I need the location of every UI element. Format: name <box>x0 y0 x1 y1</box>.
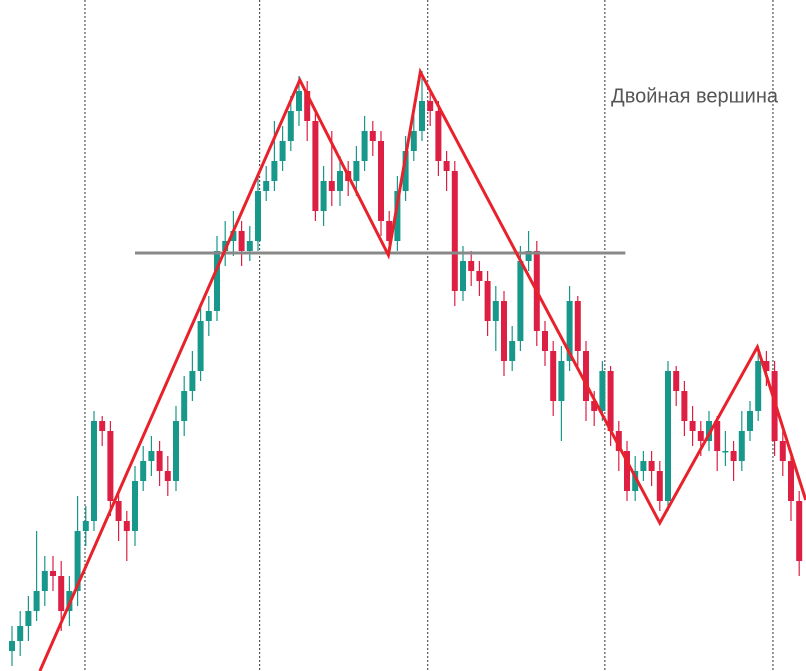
candle-body <box>115 501 122 521</box>
candle-body <box>640 461 647 471</box>
candle-body <box>664 371 671 501</box>
candle-body <box>796 501 803 561</box>
candle-body <box>615 431 622 451</box>
candle-body <box>82 521 89 531</box>
candle-body <box>468 261 475 271</box>
candle-body <box>714 421 721 451</box>
candle-body <box>254 191 261 241</box>
candle-body <box>500 301 507 361</box>
candle-body <box>287 111 294 141</box>
candle-body <box>738 431 745 461</box>
candle-body <box>755 361 762 411</box>
candle-body <box>25 611 32 626</box>
candle-body <box>99 421 106 431</box>
candle-body <box>582 351 589 401</box>
candle-body <box>550 351 557 401</box>
candle-body <box>435 111 442 161</box>
candle-body <box>90 421 97 521</box>
candle-body <box>8 641 15 651</box>
candle-body <box>172 421 179 481</box>
candle-body <box>517 261 524 341</box>
candle-body <box>574 301 581 351</box>
candle-body <box>541 331 548 351</box>
candle-body <box>484 281 491 321</box>
candle-body <box>591 401 598 411</box>
candle-body <box>632 471 639 491</box>
candle-body <box>779 441 786 461</box>
candle-body <box>369 131 376 141</box>
candle-body <box>787 461 794 501</box>
candle-body <box>304 91 311 121</box>
candle-body <box>123 521 130 531</box>
candle-body <box>361 131 368 161</box>
candle-body <box>246 241 253 251</box>
candle-body <box>443 161 450 171</box>
candle-body <box>41 571 48 591</box>
candle-body <box>197 321 204 371</box>
candle-body <box>312 121 319 211</box>
candle-body <box>492 301 499 321</box>
candle-body <box>697 431 704 441</box>
candle-body <box>599 371 606 411</box>
candle-body <box>353 161 360 181</box>
candle-body <box>164 471 171 481</box>
candle-body <box>722 451 729 453</box>
candle-body <box>476 271 483 281</box>
candle-body <box>681 391 688 421</box>
candle-body <box>607 371 614 431</box>
candle-body <box>418 101 425 131</box>
candle-body <box>58 576 65 611</box>
candle-body <box>427 101 434 111</box>
candle-body <box>238 231 245 251</box>
candle-body <box>131 481 138 531</box>
candle-body <box>459 261 466 291</box>
candle-body <box>648 461 655 471</box>
candle-body <box>394 191 401 241</box>
candle-body <box>189 371 196 391</box>
zigzag <box>38 67 806 671</box>
candle-body <box>33 591 40 611</box>
candle-body <box>107 431 114 501</box>
candle-body <box>689 421 696 431</box>
candle-body <box>205 311 212 321</box>
candle-body <box>320 181 327 211</box>
candle-body <box>328 181 335 191</box>
candle-body <box>336 171 343 191</box>
candle-body <box>140 461 147 481</box>
candle-body <box>148 451 155 461</box>
candle-body <box>295 91 302 111</box>
candle-body <box>525 251 532 261</box>
candle-body <box>213 251 220 311</box>
candle-body <box>156 451 163 471</box>
candle-body <box>410 131 417 151</box>
candle-body <box>451 171 458 291</box>
pattern-label: Двойная вершина <box>611 85 779 107</box>
candle-body <box>49 571 56 576</box>
candle-body <box>17 626 24 641</box>
candle-body <box>402 151 409 191</box>
candle-body <box>730 451 737 461</box>
candle-body <box>181 391 188 421</box>
candle-body <box>279 141 286 161</box>
candle-body <box>673 371 680 391</box>
candle-body <box>763 361 770 371</box>
candle-body <box>263 181 270 191</box>
candle-body <box>656 471 663 501</box>
candle-body <box>705 421 712 441</box>
candle-body <box>74 531 81 591</box>
candle-body <box>746 411 753 431</box>
candle-body <box>623 451 630 491</box>
candle-body <box>230 231 237 241</box>
candle-body <box>377 141 384 221</box>
candle-body <box>509 341 516 361</box>
candle-body <box>386 221 393 241</box>
candle-body <box>558 361 565 401</box>
candle-body <box>271 161 278 181</box>
candle-body <box>566 301 573 361</box>
